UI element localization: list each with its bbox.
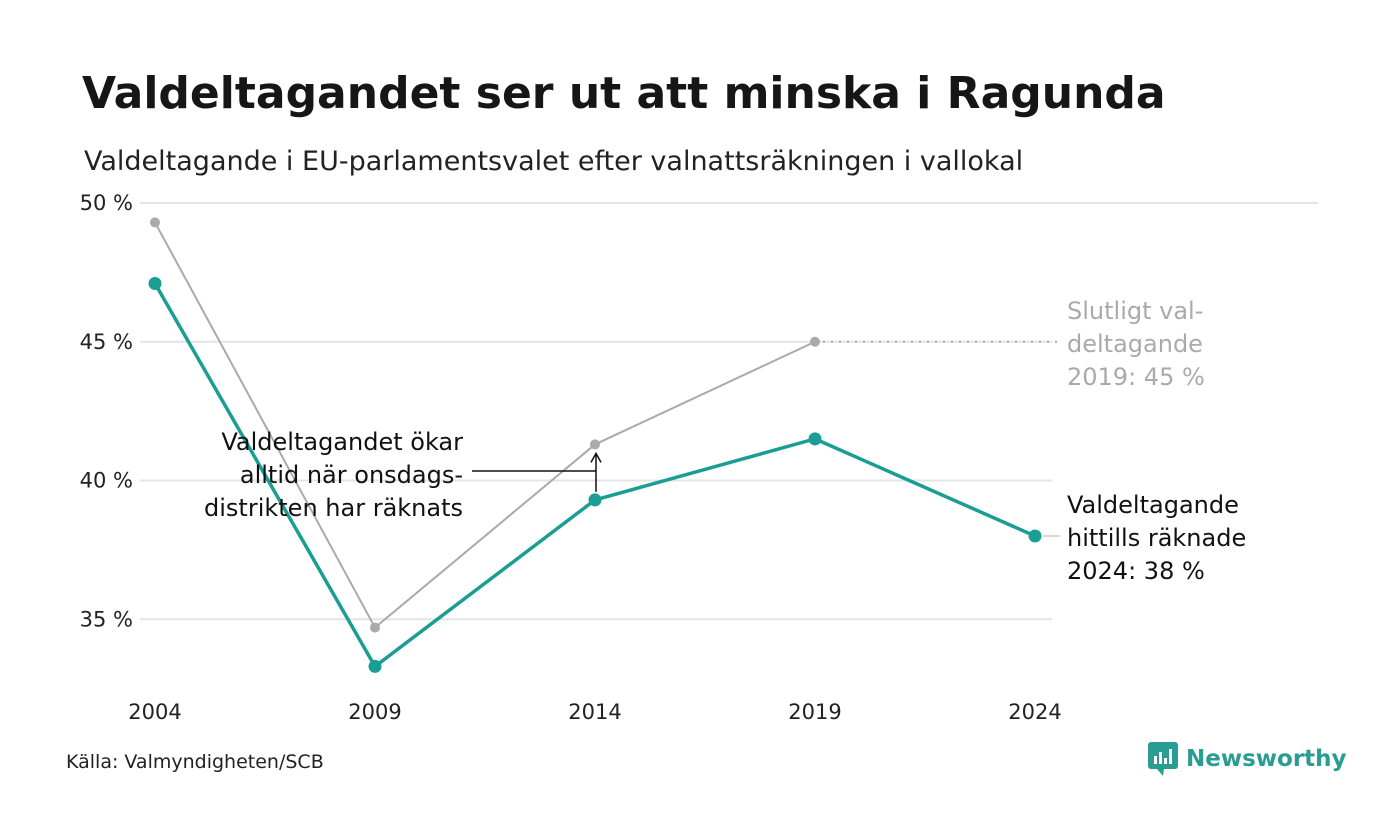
y-tick-label: 35 %: [80, 607, 133, 631]
x-tick-label: 2019: [788, 700, 841, 724]
annotation-counted-2024-line: 2024: 38 %: [1067, 557, 1205, 585]
source-note: Källa: Valmyndigheten/SCB: [66, 751, 324, 773]
newsworthy-logo-icon: [1148, 742, 1178, 776]
annotation-note-2014: Valdeltagandet ökar alltid när onsdags-di…: [204, 428, 463, 522]
x-tick-label: 2014: [568, 700, 621, 724]
data-point-final: [810, 336, 820, 347]
y-tick-label: 50 %: [80, 191, 133, 215]
series-line-final: [154, 221, 816, 629]
annotation-arrowhead-note: [590, 451, 602, 463]
annotation-note-2014-line: alltid när onsdags-: [240, 461, 463, 489]
y-tick-label: 45 %: [80, 330, 133, 354]
chart-subtitle: Valdeltagande i EU-parlamentsvalet efter…: [84, 146, 1024, 177]
annotation-counted-2024-line: Valdeltagande: [1067, 491, 1239, 519]
annotation-counted-2024-line: hittills räknade: [1067, 524, 1246, 552]
data-point-final: [370, 622, 380, 633]
annotation-note-2014-line: Valdeltagandet ökar: [221, 428, 463, 456]
x-tick-label: 2004: [128, 700, 181, 724]
x-tick-label: 2009: [348, 700, 401, 724]
brand-logo: Newsworthy: [1148, 742, 1347, 776]
chart-title: Valdeltagandet ser ut att minska i Ragun…: [82, 68, 1166, 119]
annotation-final-2019-line: Slutligt val-: [1067, 297, 1203, 325]
data-point-counted: [148, 276, 162, 290]
annotation-final-2019-line: deltagande: [1067, 330, 1203, 358]
annotation-final-2019: Slutligt val-deltagande 2019: 45 %: [1067, 297, 1205, 391]
x-tick-label: 2024: [1008, 700, 1061, 724]
data-point-counted: [368, 659, 382, 673]
data-point-final: [590, 439, 600, 450]
annotation-final-2019-line: 2019: 45 %: [1067, 363, 1205, 391]
brand-name: Newsworthy: [1186, 746, 1347, 772]
annotation-counted-2024: Valdeltagande hittills räknade 2024: 38 %: [1067, 491, 1246, 585]
data-point-counted: [1028, 529, 1042, 543]
y-tick-label: 40 %: [80, 469, 133, 493]
data-point-counted: [588, 493, 602, 507]
data-point-final: [150, 217, 160, 228]
annotation-note-2014-line: distrikten har räknats: [204, 494, 463, 522]
data-point-counted: [808, 432, 822, 446]
